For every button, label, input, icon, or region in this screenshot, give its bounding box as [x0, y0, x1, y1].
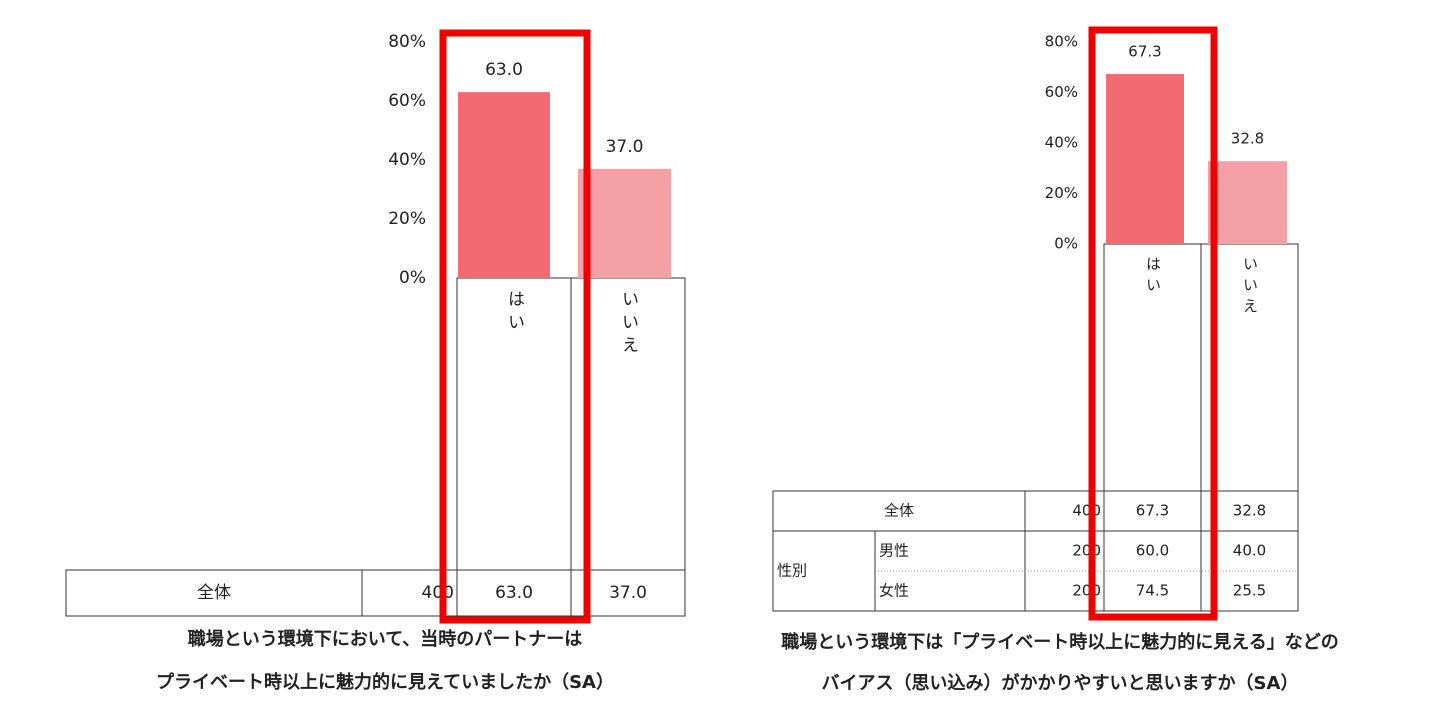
- y-tick-label: 40%: [388, 150, 426, 170]
- caption: 職場という環境下において、当時のパートナーは: [188, 628, 583, 650]
- value-label: 37.0: [606, 137, 644, 157]
- row-label: 全体: [197, 583, 231, 603]
- table-border: [772, 490, 1299, 612]
- row-n: 400: [1072, 502, 1101, 520]
- y-tick-label: 20%: [1045, 184, 1078, 202]
- bar: [1208, 161, 1287, 244]
- y-tick-label: 60%: [388, 91, 426, 111]
- y-tick-label: 80%: [388, 32, 426, 52]
- row-n: 400: [422, 583, 454, 603]
- bar: [1106, 74, 1184, 244]
- row-n: 200: [1072, 542, 1101, 560]
- value-label: 63.0: [485, 60, 523, 80]
- group-label: 性別: [777, 562, 807, 580]
- y-tick-label: 0%: [1054, 235, 1078, 253]
- caption: プライベート時以上に魅力的に見えていましたか（SA）: [156, 671, 614, 693]
- table-cell: 63.0: [495, 583, 533, 603]
- value-label: 67.3: [1128, 43, 1161, 61]
- value-label: 32.8: [1231, 130, 1264, 148]
- table-cell: 67.3: [1136, 502, 1169, 520]
- table-border: [65, 569, 686, 617]
- category-label: いいえ: [618, 290, 638, 359]
- caption: バイアス（思い込み）がかかりやすいと思いますか（SA）: [822, 672, 1299, 694]
- table-cell: 74.5: [1136, 582, 1169, 600]
- y-tick-label: 20%: [388, 209, 426, 229]
- row-label: 男性: [879, 542, 909, 560]
- row-label: 全体: [884, 502, 914, 520]
- y-tick-label: 40%: [1045, 134, 1078, 152]
- highlight-box: [439, 29, 591, 624]
- category-label: はい: [504, 290, 524, 336]
- caption: 職場という環境下は「プライベート時以上に魅力的に見える」などの: [781, 631, 1338, 653]
- table-cell: 37.0: [609, 583, 647, 603]
- table-cell: 60.0: [1136, 542, 1169, 560]
- row-label: 女性: [879, 582, 909, 600]
- y-tick-label: 60%: [1045, 83, 1078, 101]
- table-cell: 40.0: [1233, 542, 1266, 560]
- y-tick-label: 80%: [1045, 33, 1078, 51]
- row-n: 200: [1072, 582, 1101, 600]
- table-cell: 25.5: [1233, 582, 1266, 600]
- category-label: はい: [1144, 256, 1162, 298]
- highlight-box: [1088, 26, 1218, 621]
- category-label: いいえ: [1241, 256, 1259, 319]
- bar: [578, 168, 671, 278]
- table-cell: 32.8: [1233, 502, 1266, 520]
- y-tick-label: 0%: [399, 268, 426, 288]
- bar: [458, 92, 550, 279]
